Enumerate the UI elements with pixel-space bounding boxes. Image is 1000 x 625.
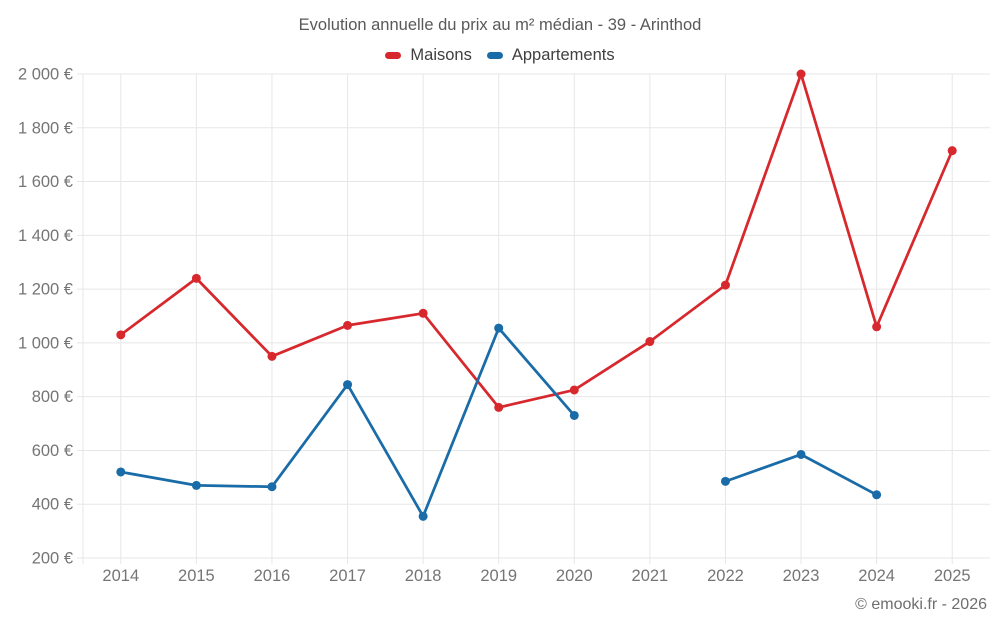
chart-title: Evolution annuelle du prix au m² médian …	[298, 16, 702, 34]
x-tick-label: 2022	[707, 567, 744, 585]
y-tick-label: 1 200 €	[18, 281, 73, 299]
data-point-appartements-2022[interactable]	[720, 476, 730, 486]
data-point-maisons-2014[interactable]	[116, 330, 126, 340]
data-point-maisons-2021[interactable]	[645, 337, 655, 347]
x-tick-label: 2024	[858, 567, 895, 585]
x-tick-label: 2015	[178, 567, 215, 585]
data-point-appartements-2023[interactable]	[796, 449, 806, 459]
data-point-maisons-2024[interactable]	[872, 322, 882, 332]
y-tick-label: 400 €	[32, 496, 73, 514]
data-point-appartements-2016[interactable]	[267, 482, 277, 492]
x-tick-label: 2021	[632, 567, 669, 585]
data-point-maisons-2019[interactable]	[494, 402, 504, 412]
y-tick-label: 1 400 €	[18, 227, 73, 245]
data-point-maisons-2022[interactable]	[720, 280, 730, 290]
legend-item-maisons[interactable]: Maisons	[385, 46, 472, 65]
legend-label-appartements: Appartements	[511, 46, 615, 64]
x-tick-label: 2014	[102, 567, 139, 585]
y-tick-label: 1 000 €	[18, 334, 73, 352]
y-tick-label: 2 000 €	[18, 66, 73, 84]
data-point-maisons-2015[interactable]	[191, 273, 201, 283]
x-tick-label: 2023	[783, 567, 820, 585]
watermark: © emooki.fr - 2026	[855, 596, 987, 613]
legend-swatch-maisons	[385, 52, 402, 59]
legend-swatch-appartements	[486, 52, 503, 59]
y-tick-label: 600 €	[32, 442, 73, 460]
data-point-maisons-2023[interactable]	[796, 69, 806, 79]
x-tick-label: 2017	[329, 567, 366, 585]
y-tick-label: 200 €	[32, 550, 73, 568]
data-point-appartements-2019[interactable]	[494, 323, 504, 333]
y-tick-label: 1 600 €	[18, 173, 73, 191]
data-point-maisons-2017[interactable]	[343, 320, 353, 330]
data-point-appartements-2018[interactable]	[418, 511, 428, 521]
x-tick-label: 2025	[934, 567, 971, 585]
legend: Maisons Appartements	[0, 45, 1000, 66]
data-point-appartements-2017[interactable]	[343, 380, 353, 390]
data-point-maisons-2016[interactable]	[267, 351, 277, 361]
x-tick-label: 2019	[480, 567, 517, 585]
data-point-appartements-2014[interactable]	[116, 467, 126, 477]
data-point-maisons-2018[interactable]	[418, 308, 428, 318]
data-point-appartements-2015[interactable]	[191, 480, 201, 490]
x-tick-label: 2016	[254, 567, 291, 585]
data-point-maisons-2020[interactable]	[569, 385, 579, 395]
data-point-appartements-2024[interactable]	[872, 490, 882, 500]
x-tick-label: 2020	[556, 567, 593, 585]
data-point-appartements-2020[interactable]	[569, 410, 579, 420]
y-tick-label: 1 800 €	[18, 119, 73, 137]
data-point-maisons-2025[interactable]	[947, 146, 957, 156]
y-tick-label: 800 €	[32, 388, 73, 406]
legend-label-maisons: Maisons	[410, 46, 472, 64]
legend-item-appartements[interactable]: Appartements	[486, 46, 615, 65]
series-line-maisons	[119, 72, 954, 409]
x-tick-label: 2018	[405, 567, 442, 585]
